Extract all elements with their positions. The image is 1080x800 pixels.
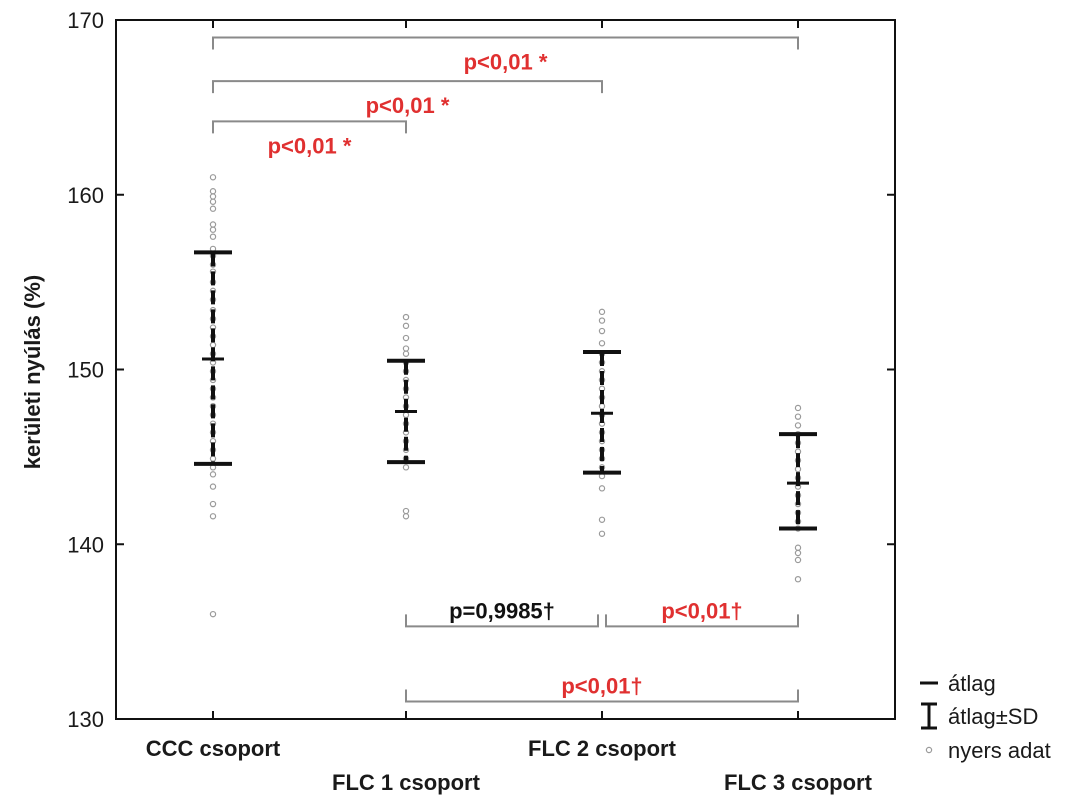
raw-data-point bbox=[598, 308, 606, 316]
raw-data-point bbox=[402, 513, 410, 520]
significance-bracket bbox=[212, 120, 407, 134]
significance-bracket bbox=[405, 614, 599, 628]
y-tick-label: 150 bbox=[67, 358, 104, 383]
raw-data-point bbox=[794, 465, 802, 473]
raw-data-point bbox=[598, 530, 606, 537]
legend: átlag átlag±SD nyers adat bbox=[920, 671, 1051, 763]
y-tick-label: 130 bbox=[67, 707, 104, 732]
y-tick-label: 170 bbox=[67, 8, 104, 33]
category-label: FLC 1 csoport bbox=[332, 770, 481, 795]
raw-data-point bbox=[794, 556, 802, 564]
raw-data-point bbox=[598, 327, 606, 335]
raw-data-point bbox=[794, 549, 802, 557]
raw-data-point bbox=[598, 317, 606, 324]
y-tick-label: 160 bbox=[67, 183, 104, 208]
category-label: FLC 2 csoport bbox=[528, 736, 677, 761]
raw-data-point bbox=[402, 322, 410, 330]
significance-label: p<0,01 * bbox=[464, 49, 548, 74]
raw-data-point bbox=[209, 205, 217, 212]
raw-data-point bbox=[794, 404, 802, 412]
raw-data-point bbox=[209, 500, 217, 508]
significance-bracket bbox=[605, 614, 799, 628]
raw-data-point bbox=[402, 350, 410, 357]
raw-data-point bbox=[209, 483, 217, 490]
y-axis-title: kerületi nyúlás (%) bbox=[20, 275, 45, 469]
raw-data-point bbox=[209, 610, 217, 618]
significance-label: p=0,9985† bbox=[449, 598, 555, 623]
raw-data-point bbox=[794, 422, 802, 429]
raw-data-point bbox=[402, 411, 410, 419]
legend-label: átlag bbox=[948, 671, 996, 696]
raw-data-point bbox=[209, 198, 217, 205]
significance-bracket bbox=[212, 80, 603, 94]
legend-raw-symbol bbox=[925, 746, 933, 754]
raw-data-point bbox=[598, 402, 606, 410]
raw-data-point bbox=[209, 471, 217, 478]
raw-data-point bbox=[402, 345, 410, 352]
y-axis: 130 140 150 160 170 bbox=[67, 8, 895, 732]
raw-data-point bbox=[209, 226, 217, 233]
raw-data-point bbox=[209, 341, 217, 349]
significance-label: p<0,01 * bbox=[268, 133, 352, 158]
raw-data-point bbox=[794, 576, 802, 583]
raw-data-point bbox=[209, 233, 217, 240]
significance-brackets: p<0,01 * p<0,01 * p<0,01 * p=0,9985† p<0,01†… bbox=[212, 36, 799, 703]
raw-data-point bbox=[598, 516, 606, 523]
legend-label: nyers adat bbox=[948, 738, 1051, 763]
raw-data-point bbox=[209, 174, 217, 181]
x-axis: CCC csoport FLC 1 csoport FLC 2 csoport FLC… bbox=[146, 20, 873, 795]
significance-label: p<0,01† bbox=[561, 674, 642, 699]
raw-data-point bbox=[402, 313, 410, 321]
category-label: CCC csoport bbox=[146, 736, 281, 761]
significance-bracket bbox=[212, 36, 799, 50]
raw-data-point bbox=[209, 455, 217, 462]
significance-label: p<0,01† bbox=[661, 598, 742, 623]
significance-bracket bbox=[405, 689, 799, 703]
raw-data-point bbox=[209, 221, 217, 228]
raw-data-point bbox=[209, 513, 217, 520]
raw-data-point bbox=[402, 464, 410, 471]
raw-data-point bbox=[209, 193, 217, 200]
raw-data-point bbox=[794, 544, 802, 551]
raw-data-point bbox=[598, 340, 606, 347]
significance-label: p<0,01 * bbox=[366, 93, 450, 118]
raw-data-point bbox=[402, 334, 410, 342]
y-tick-label: 140 bbox=[67, 532, 104, 557]
category-label: FLC 3 csoport bbox=[724, 770, 873, 795]
raw-data-point bbox=[794, 413, 802, 420]
raw-data-point bbox=[209, 188, 217, 195]
raw-data-point bbox=[402, 507, 410, 515]
legend-label: átlag±SD bbox=[948, 704, 1038, 729]
data-groups bbox=[194, 174, 817, 618]
raw-data-point bbox=[598, 485, 606, 492]
